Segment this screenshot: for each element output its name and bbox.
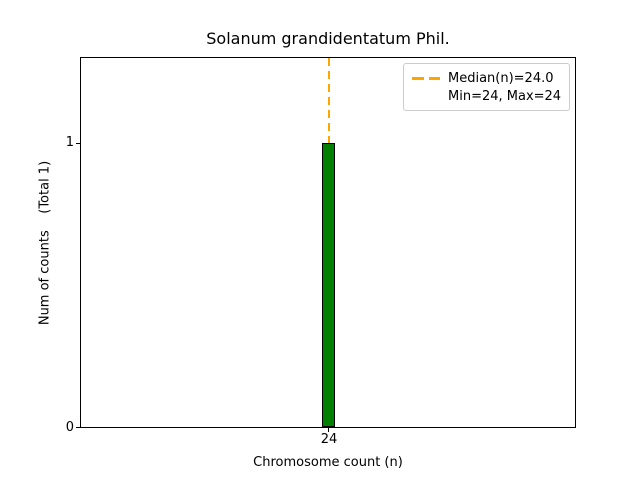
y-axis-label: Num of counts (Total 1) (37, 160, 53, 326)
chart-title: Solanum grandidentatum Phil. (206, 29, 450, 48)
x-axis-label: Chromosome count (n) (253, 455, 403, 470)
legend-entry-median: Median(n)=24.0 (412, 69, 561, 87)
legend: Median(n)=24.0 Min=24, Max=24 (403, 63, 570, 111)
y-tick-label-1: 1 (65, 135, 74, 150)
legend-entry-minmax: Min=24, Max=24 (412, 87, 561, 105)
legend-label-minmax: Min=24, Max=24 (448, 88, 562, 104)
plot-area (80, 57, 576, 428)
x-tick-mark-24 (328, 428, 329, 432)
legend-label-median: Median(n)=24.0 (448, 70, 554, 86)
y-tick-label-0: 0 (65, 420, 74, 435)
histogram-bar (322, 143, 335, 427)
dashed-line-icon (412, 76, 440, 80)
y-tick-mark-0 (76, 427, 80, 428)
empty-marker (412, 95, 440, 98)
x-tick-label-24: 24 (320, 432, 338, 447)
y-tick-mark-1 (76, 143, 80, 144)
